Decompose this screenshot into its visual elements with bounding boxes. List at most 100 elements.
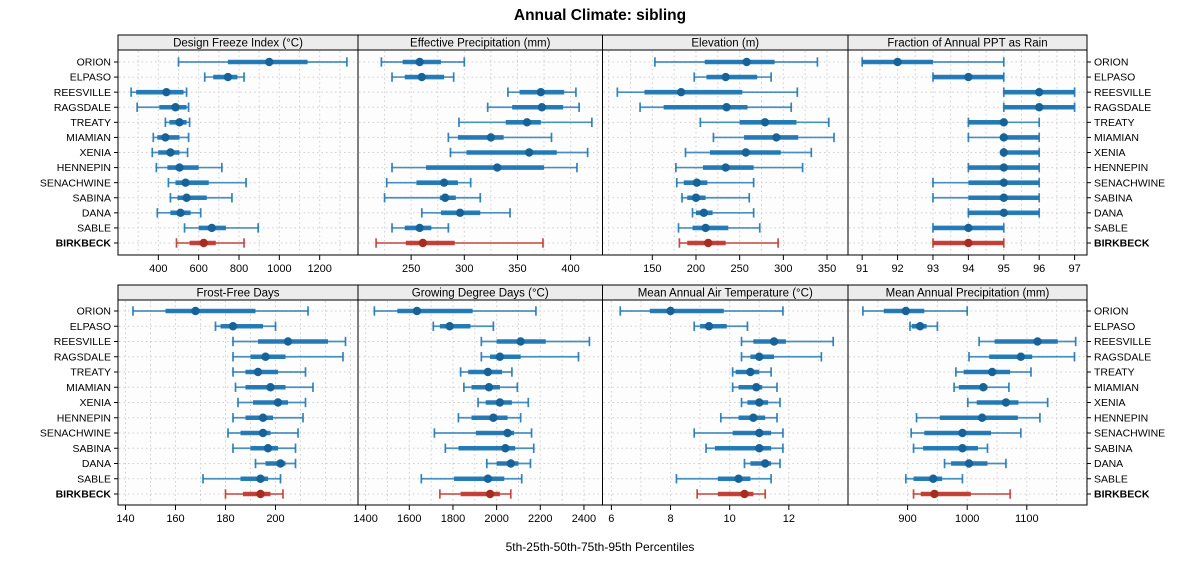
percentile-marks-miamian — [731, 382, 778, 392]
percentile-marks-xenia — [684, 147, 813, 158]
site-label-right-senachwine: SENACHWINE — [1094, 177, 1165, 189]
percentile-marks-elpaso — [432, 321, 495, 331]
median-dot — [999, 118, 1008, 127]
percentile-marks-dana — [743, 458, 781, 469]
percentile-marks-reesville — [978, 336, 1077, 347]
percentile-marks-treaty — [232, 367, 307, 377]
axis-tick-label: 2200 — [528, 513, 552, 525]
median-dot — [263, 444, 273, 453]
percentile-marks-xenia — [237, 397, 307, 408]
median-dot — [418, 238, 428, 248]
site-label-left-sabina: SABINA — [72, 443, 111, 455]
median-dot — [999, 208, 1008, 218]
percentile-marks-miamian — [152, 132, 190, 143]
median-dot — [495, 398, 505, 407]
percentile-marks-sabina — [232, 443, 297, 453]
axis-tick-label: 350 — [818, 263, 836, 275]
median-dot — [929, 474, 938, 483]
panels-layer: 400 600 800 1000 1200 Design Freeze Index (°C… — [114, 34, 1091, 525]
median-dot — [415, 57, 424, 67]
median-dot — [691, 193, 701, 202]
median-dot — [417, 72, 426, 82]
percentile-marks-xenia — [151, 147, 189, 158]
panel-header-label: Elevation (m) — [691, 38, 759, 50]
median-dot — [256, 474, 265, 483]
site-label-right-sabina: SABINA — [1094, 192, 1133, 204]
axis-tick-label: 150 — [643, 263, 661, 275]
median-dot — [486, 133, 496, 142]
site-label-right-reesville: REESVILLE — [1094, 336, 1151, 348]
percentile-marks-treaty — [459, 367, 513, 377]
site-label-left-treaty: TREATY — [70, 367, 111, 379]
axis-tick-label: 1600 — [397, 513, 421, 525]
median-dot — [258, 413, 268, 422]
site-label-left-senachwine: SENACHWINE — [40, 177, 111, 189]
median-dot — [283, 337, 293, 346]
site-label-right-xenia: XENIA — [1094, 397, 1126, 409]
site-label-right-treaty: TREATY — [1094, 367, 1135, 379]
percentile-marks-senachwine — [910, 428, 1022, 438]
site-label-left-sable: SABLE — [77, 473, 111, 485]
site-label-left-senachwine: SENACHWINE — [40, 428, 111, 440]
median-dot — [958, 428, 967, 438]
median-dot — [915, 322, 925, 331]
site-label-left-reesville: REESVILLE — [54, 87, 111, 99]
percentile-marks-miamian — [712, 132, 835, 143]
percentile-marks-hennepin — [915, 413, 1041, 423]
site-label-right-sable: SABLE — [1094, 473, 1128, 485]
axis-tick-label: 250 — [730, 263, 748, 275]
percentile-marks-ragsdale — [232, 352, 344, 362]
median-dot — [503, 428, 512, 438]
median-dot — [524, 148, 534, 157]
site-label-left-treaty: TREATY — [70, 117, 111, 129]
panel-growing-degree-days: 1400 1600 1800 2000 2200 2400 Growing Degree D… — [353, 284, 603, 525]
axis-tick-label: 200 — [687, 263, 705, 275]
percentile-marks-hennepin — [675, 162, 804, 173]
percentile-marks-sabina — [681, 193, 751, 203]
site-label-right-xenia: XENIA — [1094, 147, 1126, 159]
percentile-marks-treaty — [967, 117, 1041, 128]
site-label-left-sabina: SABINA — [72, 192, 111, 204]
panel-header-label: Frost-Free Days — [196, 288, 279, 300]
site-label-right-reesville: REESVILLE — [1094, 87, 1151, 99]
median-dot — [741, 148, 750, 157]
percentile-marks-elpaso — [693, 321, 749, 331]
site-label-left-ragsdale: RAGSDALE — [54, 351, 111, 363]
axis-tick-label: 300 — [455, 263, 473, 275]
panel-header-label: Growing Degree Days (°C) — [412, 288, 549, 300]
percentile-marks-orion — [619, 306, 784, 316]
median-dot — [721, 72, 730, 82]
percentile-marks-treaty — [731, 367, 772, 377]
percentile-marks-xenia — [449, 147, 589, 158]
site-label-left-elpaso: ELPASO — [70, 72, 111, 84]
median-dot — [506, 459, 516, 468]
percentile-marks-sable — [932, 223, 1005, 233]
median-dot — [258, 428, 268, 438]
percentile-marks-orion — [861, 57, 1005, 67]
median-dot — [699, 208, 709, 218]
median-dot — [493, 163, 502, 172]
percentile-marks-elpaso — [909, 321, 939, 331]
percentile-marks-orion — [177, 57, 348, 67]
percentile-marks-birkbeck — [175, 238, 245, 248]
median-dot — [1033, 337, 1042, 346]
site-label-left-hennepin: HENNEPIN — [57, 412, 111, 424]
axis-tick-label: 91 — [856, 263, 868, 275]
median-dot — [483, 367, 493, 377]
median-dot — [253, 367, 263, 377]
median-dot — [666, 306, 675, 316]
median-dot — [516, 337, 525, 346]
percentile-marks-ragsdale — [968, 352, 1076, 362]
percentile-marks-sable — [183, 223, 260, 233]
median-dot — [721, 163, 730, 172]
percentile-marks-reesville — [616, 87, 799, 97]
median-dot — [964, 238, 973, 248]
percentile-marks-senachwine — [385, 177, 472, 188]
site-label-left-birkbeck: BIRKBECK — [56, 238, 112, 250]
percentile-marks-xenia — [477, 397, 530, 408]
site-label-right-orion: ORION — [1094, 306, 1128, 318]
median-dot — [175, 118, 184, 127]
percentile-marks-miamian — [953, 382, 1010, 392]
percentile-marks-orion — [380, 57, 466, 67]
median-dot — [746, 367, 755, 377]
